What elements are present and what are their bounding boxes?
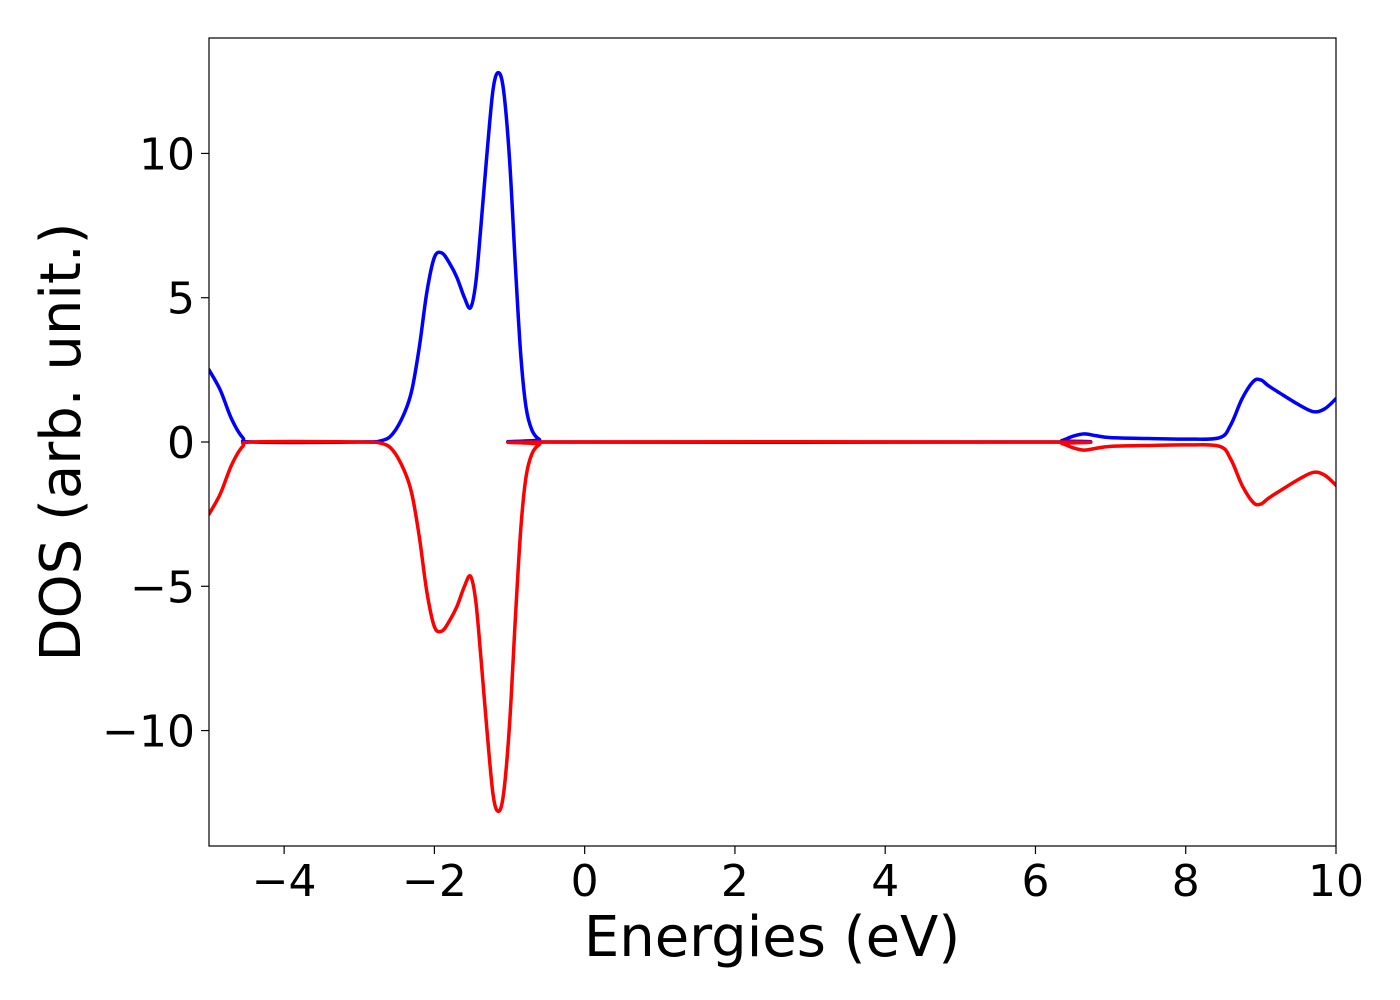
y-tick-label: 5 bbox=[167, 274, 195, 325]
y-axis-ticks: −10 −5 0 5 10 bbox=[102, 129, 209, 758]
x-tick-label: 4 bbox=[871, 856, 899, 907]
y-tick-label: 10 bbox=[139, 129, 195, 180]
x-tick-label: −4 bbox=[252, 856, 317, 907]
x-tick-label: 0 bbox=[571, 856, 599, 907]
series-line-1 bbox=[209, 439, 1336, 814]
y-tick-label: −5 bbox=[130, 562, 195, 613]
x-tick-label: 6 bbox=[1021, 856, 1049, 907]
x-axis-title: Energies (eV) bbox=[584, 905, 960, 970]
x-axis-ticks: −4 −2 0 2 4 6 8 10 bbox=[252, 846, 1364, 907]
series-layer bbox=[209, 70, 1336, 814]
y-axis-title: DOS (arb. unit.) bbox=[29, 222, 94, 661]
series-line-0 bbox=[209, 70, 1336, 445]
y-tick-label: −10 bbox=[102, 707, 195, 758]
x-tick-label: 2 bbox=[721, 856, 749, 907]
x-tick-label: 10 bbox=[1308, 856, 1364, 907]
x-tick-label: 8 bbox=[1172, 856, 1200, 907]
y-tick-label: 0 bbox=[167, 418, 195, 469]
x-tick-label: −2 bbox=[402, 856, 467, 907]
